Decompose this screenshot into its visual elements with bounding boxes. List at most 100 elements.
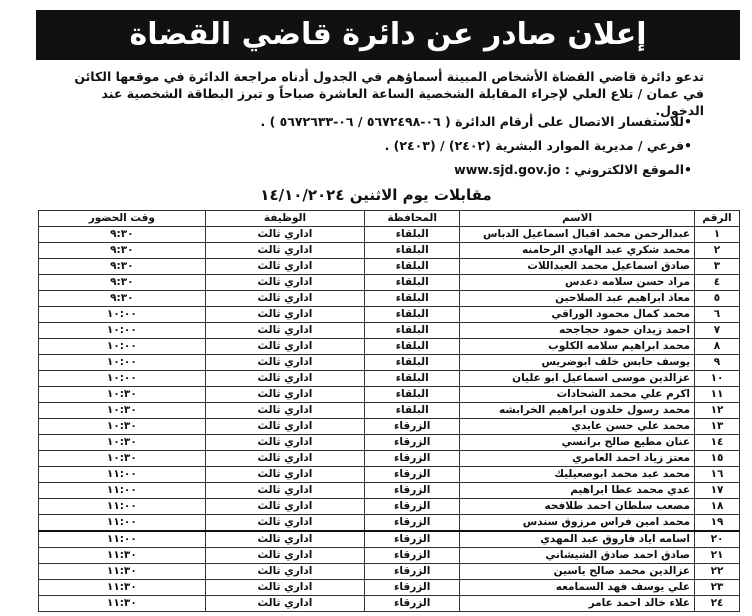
table-cell: مراد حسن سلامه دعدس xyxy=(459,274,696,291)
table-row: ٣ صادق اسماعيل محمد العبداللات البلقاء ادار… xyxy=(38,258,740,275)
table-cell: عدي محمد عطا ابراهيم xyxy=(459,482,696,499)
table-cell: ٩ xyxy=(694,354,740,371)
table-cell: اداري ثالث xyxy=(204,466,366,483)
table-cell: ١٠ xyxy=(694,370,740,387)
table-cell: ٢٤ xyxy=(694,595,740,612)
column-header: وقت الحضور xyxy=(38,210,206,227)
intro: تدعو دائرة قاضي القضاة الأشخاص المبينة أ… xyxy=(74,69,704,118)
table-cell: اداري ثالث xyxy=(204,547,366,564)
table-row: ٢٣ علي يوسف فهد السمامعه الزرقاء اداري ثالث… xyxy=(38,579,740,596)
table-cell: ١٠:٠٠ xyxy=(38,370,206,387)
column-header: الاسم xyxy=(459,210,696,227)
table-cell: ١٣ xyxy=(694,418,740,435)
table-cell: صادق اسماعيل محمد العبداللات xyxy=(459,258,696,275)
table-cell: ٩:٣٠ xyxy=(38,226,206,243)
table-cell: اداري ثالث xyxy=(204,418,366,435)
table-cell: معاذ ابراهيم عبد الصلاحين xyxy=(459,290,696,307)
table-cell: ١٩ xyxy=(694,514,740,532)
table-cell: محمد علي حسن عايدي xyxy=(459,418,696,435)
table-cell: اداري ثالث xyxy=(204,226,366,243)
contact-line: •فرعي / مديرية الموارد البشرية (٢٤٠٢) / … xyxy=(384,138,692,153)
table-cell: اداري ثالث xyxy=(204,434,366,451)
table-cell: الزرقاء xyxy=(364,450,461,467)
table-cell: ٨ xyxy=(694,338,740,355)
table-cell: مصعب سلطان احمد طلافحه xyxy=(459,498,696,515)
table-cell: البلقاء xyxy=(364,370,461,387)
interview-table: الرقم الاسم المحافظة الوظيفة وقت الحضور ١ عبد… xyxy=(38,210,740,612)
table-cell: ١٧ xyxy=(694,482,740,499)
table-cell: اداري ثالث xyxy=(204,354,366,371)
table-cell: الزرقاء xyxy=(364,530,461,548)
table-cell: الزرقاء xyxy=(364,547,461,564)
header-row: الرقم الاسم المحافظة الوظيفة وقت الحضور xyxy=(38,210,740,227)
table-cell: ٢ xyxy=(694,242,740,259)
table-row: ١ عبدالرحمن محمد اقبال اسماعيل الدباس البل… xyxy=(38,226,740,243)
table-cell: اداري ثالث xyxy=(204,579,366,596)
table-cell: اداري ثالث xyxy=(204,498,366,515)
table-cell: عبدالرحمن محمد اقبال اسماعيل الدباس xyxy=(459,226,696,243)
table-cell: اداري ثالث xyxy=(204,258,366,275)
table-cell: البلقاء xyxy=(364,338,461,355)
table-cell: البلقاء xyxy=(364,274,461,291)
table-cell: ١٠:٠٠ xyxy=(38,338,206,355)
table-cell: البلقاء xyxy=(364,290,461,307)
table-cell: الزرقاء xyxy=(364,466,461,483)
table-row: ٦ محمد كمال محمود الوراقي البلقاء اداري ثال… xyxy=(38,306,740,323)
table-cell: احمد زيدان حمود حجاجحه xyxy=(459,322,696,339)
table-cell: اداري ثالث xyxy=(204,402,366,419)
table-cell: ١١:٣٠ xyxy=(38,563,206,580)
table-cell: اكرم علي محمد الشحادات xyxy=(459,386,696,403)
table-cell: الزرقاء xyxy=(364,514,461,532)
table-row: ١٩ محمد امين فراس مرزوق سندس الزرقاء اداري … xyxy=(38,514,740,532)
table-row: ٢٢ عزالدين محمد صالح ياسين الزرقاء اداري ثا… xyxy=(38,563,740,580)
table-cell: اداري ثالث xyxy=(204,306,366,323)
table-cell: ١١:٣٠ xyxy=(38,547,206,564)
table-cell: يوسف حابس خلف ابوضريس xyxy=(459,354,696,371)
table-cell: الزرقاء xyxy=(364,595,461,612)
table-cell: علاء خالد احمد عامر xyxy=(459,595,696,612)
table-cell: ١٠:٣٠ xyxy=(38,434,206,451)
table-cell: ٤ xyxy=(694,274,740,291)
table-cell: اداري ثالث xyxy=(204,290,366,307)
table-cell: ٦ xyxy=(694,306,740,323)
table-cell: ١١:٠٠ xyxy=(38,482,206,499)
table-cell: عزالدين محمد صالح ياسين xyxy=(459,563,696,580)
table-cell: ٧ xyxy=(694,322,740,339)
table-cell: اداري ثالث xyxy=(204,242,366,259)
table-cell: ٩:٣٠ xyxy=(38,242,206,259)
table-cell: الزرقاء xyxy=(364,579,461,596)
table-row: ١٧ عدي محمد عطا ابراهيم الزرقاء اداري ثالث ١… xyxy=(38,482,740,499)
table-cell: ١١:٠٠ xyxy=(38,530,206,548)
table-cell: ٩:٣٠ xyxy=(38,290,206,307)
table-cell: ١ xyxy=(694,226,740,243)
table-row: ٥ معاذ ابراهيم عبد الصلاحين البلقاء اداري ث… xyxy=(38,290,740,307)
table-cell: ١٠:٠٠ xyxy=(38,306,206,323)
table-cell: اداري ثالث xyxy=(204,530,366,548)
table-cell: ١٢ xyxy=(694,402,740,419)
table-cell: ١٠:٠٠ xyxy=(38,322,206,339)
table-row: ١٦ محمد عبد محمد ابوصعيليك الزرقاء اداري ثا… xyxy=(38,466,740,483)
table-cell: الزرقاء xyxy=(364,434,461,451)
table-cell: ٢٠ xyxy=(694,530,740,548)
table-cell: ٢٢ xyxy=(694,563,740,580)
table-row: ٤ مراد حسن سلامه دعدس البلقاء اداري ثالث ٩:٣… xyxy=(38,274,740,291)
table-row: ٢ محمد شكري عبد الهادي الرحامنه البلقاء ادا… xyxy=(38,242,740,259)
table-cell: ١٠:٣٠ xyxy=(38,402,206,419)
contact-line: •للاستفسار الاتصال على أرقام الدائرة ( ٠… xyxy=(260,114,693,129)
table-cell: البلقاء xyxy=(364,354,461,371)
table-row: ٢٤ علاء خالد احمد عامر الزرقاء اداري ثالث ١١… xyxy=(38,595,740,612)
table-cell: ١١:٠٠ xyxy=(38,498,206,515)
subtitle: مقابلات يوم الاثنين ١٤/١٠/٢٠٢٤ xyxy=(260,186,492,204)
table-cell: البلقاء xyxy=(364,242,461,259)
table-cell: ٢١ xyxy=(694,547,740,564)
table-cell: الزرقاء xyxy=(364,418,461,435)
table-cell: اداري ثالث xyxy=(204,274,366,291)
column-header: المحافظة xyxy=(364,210,461,227)
table-row: ١٤ عنان مطيع صالح برانسي الزرقاء اداري ثالث… xyxy=(38,434,740,451)
table-row: ٧ احمد زيدان حمود حجاجحه البلقاء اداري ثالث… xyxy=(38,322,740,339)
table-cell: ١٠:٣٠ xyxy=(38,450,206,467)
table-cell: الزرقاء xyxy=(364,498,461,515)
table-cell: اسامه اياد فاروق عبد المهدي xyxy=(459,530,696,548)
table-cell: اداري ثالث xyxy=(204,482,366,499)
